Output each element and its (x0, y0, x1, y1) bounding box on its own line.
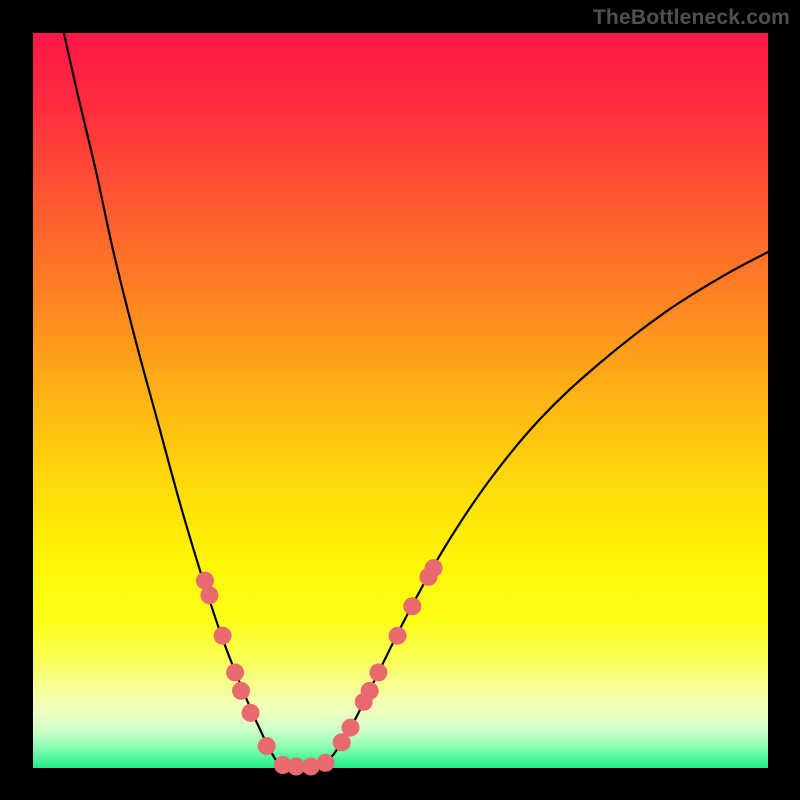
data-marker (425, 559, 443, 577)
data-marker (369, 663, 387, 681)
bottleneck-curve (64, 33, 768, 767)
plot-area (33, 33, 768, 768)
data-marker (403, 597, 421, 615)
data-marker (242, 704, 260, 722)
data-marker (214, 627, 232, 645)
data-marker (317, 754, 335, 772)
data-marker (200, 586, 218, 604)
data-marker (361, 682, 379, 700)
data-marker (226, 663, 244, 681)
data-markers (196, 559, 443, 775)
data-marker (342, 719, 360, 737)
chart-stage: TheBottleneck.com (0, 0, 800, 800)
curve-layer (33, 33, 768, 768)
data-marker (258, 737, 276, 755)
watermark-text: TheBottleneck.com (593, 6, 790, 30)
data-marker (232, 682, 250, 700)
data-marker (389, 627, 407, 645)
